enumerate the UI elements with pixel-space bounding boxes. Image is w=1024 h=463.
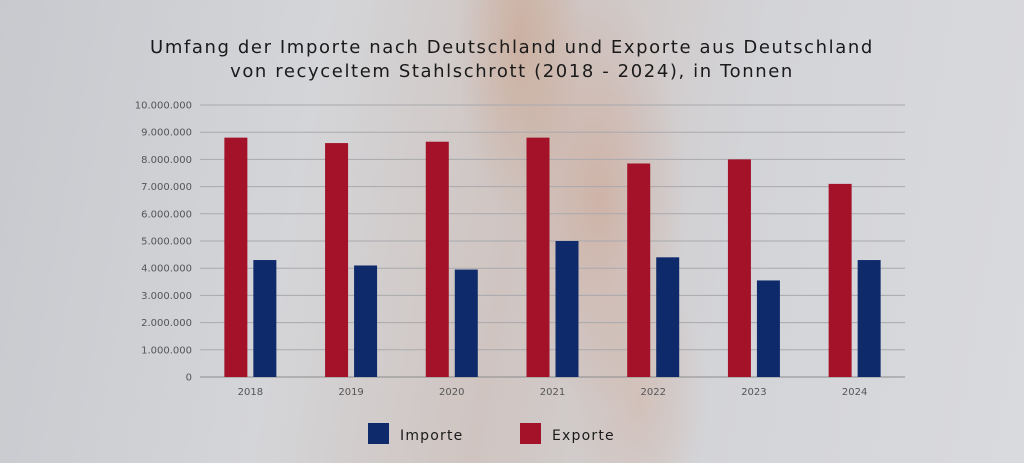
bar-importe-2024 (857, 260, 881, 377)
bar-exporte-2019 (325, 143, 349, 377)
y-tick-label: 7.000.000 (141, 182, 192, 193)
x-tick-label: 2021 (540, 387, 565, 398)
y-tick-label: 0 (186, 373, 192, 384)
y-tick-label: 6.000.000 (141, 209, 192, 220)
bar-importe-2022 (656, 257, 680, 377)
y-tick-label: 2.000.000 (141, 318, 192, 329)
y-tick-label: 3.000.000 (141, 291, 192, 302)
x-tick-label: 2020 (439, 387, 464, 398)
y-tick-label: 8.000.000 (141, 155, 192, 166)
x-tick-label: 2018 (238, 387, 263, 398)
y-tick-label: 10.000.000 (135, 101, 192, 112)
legend-swatch-importe (368, 423, 389, 444)
bar-exporte-2023 (727, 159, 751, 377)
bar-exporte-2024 (828, 183, 852, 377)
chart-title-line-2: von recyceltem Stahlschrott (2018 - 2024… (230, 61, 794, 82)
x-tick-label: 2024 (842, 387, 867, 398)
x-tick-label: 2023 (741, 387, 766, 398)
bar-exporte-2018 (224, 137, 248, 377)
x-tick-label: 2019 (338, 387, 363, 398)
bar-importe-2023 (756, 280, 780, 377)
bar-exporte-2021 (526, 137, 550, 377)
y-tick-label: 9.000.000 (141, 128, 192, 139)
y-tick-label: 4.000.000 (141, 264, 192, 275)
x-tick-label: 2022 (640, 387, 665, 398)
bar-importe-2021 (555, 241, 579, 377)
legend-label-exporte: Exporte (552, 428, 615, 444)
legend-swatch-exporte (520, 423, 541, 444)
legend-label-importe: Importe (400, 428, 463, 444)
y-tick-label: 1.000.000 (141, 345, 192, 356)
bar-importe-2018 (253, 260, 277, 377)
bar-exporte-2020 (425, 141, 449, 377)
bar-importe-2019 (354, 265, 378, 377)
chart-title-line-1: Umfang der Importe nach Deutschland und … (150, 37, 874, 58)
bar-importe-2020 (454, 269, 478, 377)
y-tick-label: 5.000.000 (141, 237, 192, 248)
chart-title: Umfang der Importe nach Deutschland und … (0, 36, 1024, 84)
bar-exporte-2022 (627, 163, 651, 377)
